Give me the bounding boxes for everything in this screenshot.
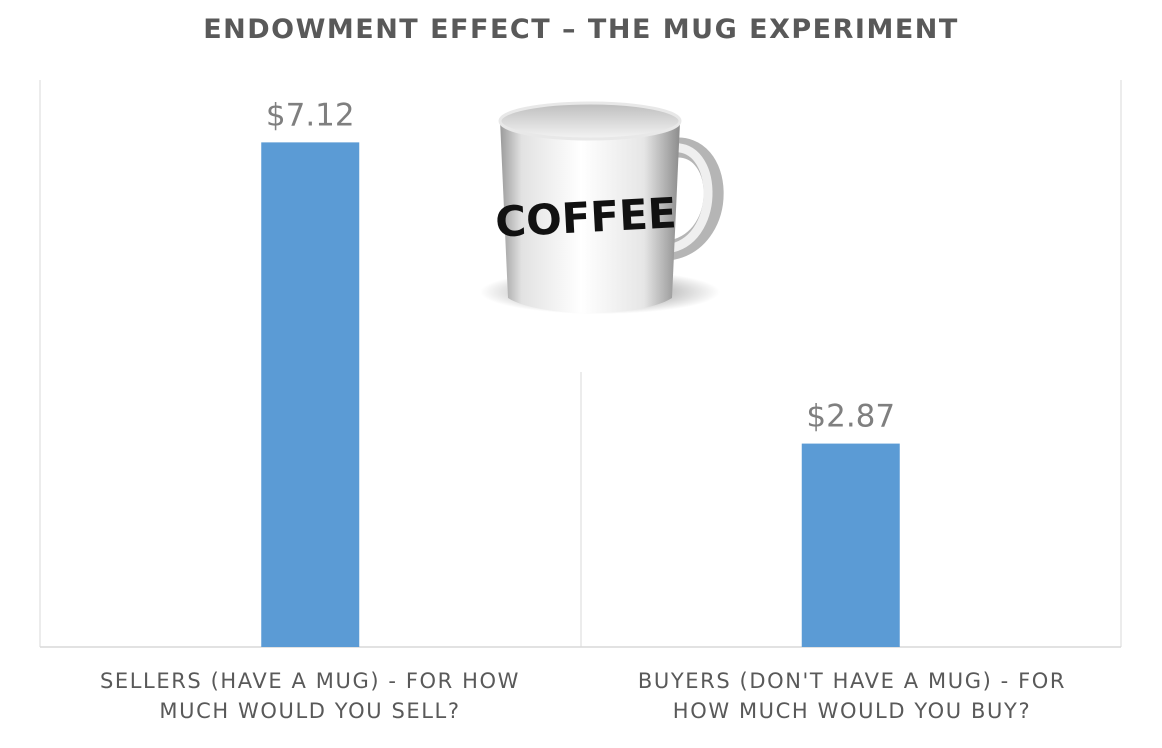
mug-text: COFFEE bbox=[494, 188, 678, 246]
data-label-1: $2.87 bbox=[806, 399, 895, 435]
category-label-buyers: BUYERS (DON'T HAVE A MUG) - FOR HOW MUCH… bbox=[637, 669, 1067, 723]
bar-1 bbox=[801, 443, 900, 647]
data-label-0: $7.12 bbox=[266, 97, 355, 133]
plot-frame bbox=[39, 80, 1122, 648]
data-labels: $7.12 $2.87 bbox=[266, 97, 895, 434]
coffee-mug-icon: COFFEE bbox=[480, 101, 724, 314]
bar-series bbox=[261, 142, 900, 647]
chart-title: ENDOWMENT EFFECT – THE MUG EXPERIMENT bbox=[203, 14, 959, 45]
bar-0 bbox=[261, 142, 360, 647]
category-label-sellers: SELLERS (HAVE A MUG) - FOR HOW MUCH WOUL… bbox=[99, 669, 521, 723]
